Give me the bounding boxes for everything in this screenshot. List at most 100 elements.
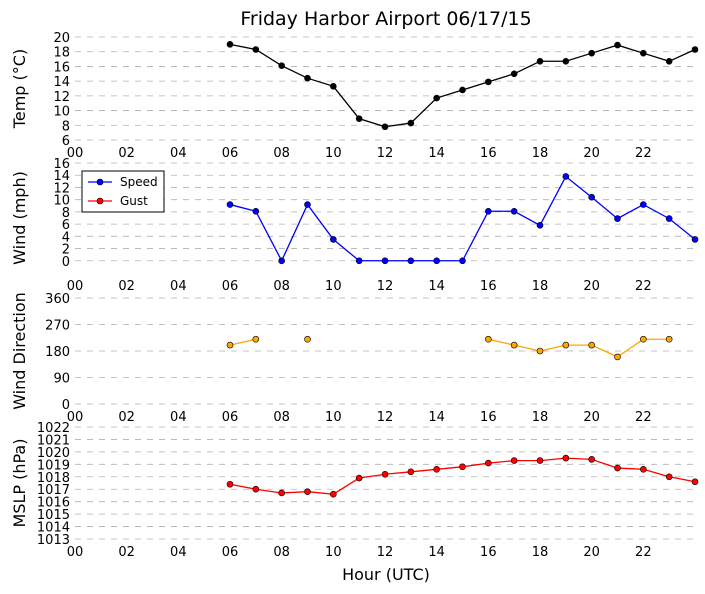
data-point	[536, 222, 544, 229]
y-tick-label: 1022	[37, 421, 70, 436]
panel-mslp: 1013101410151016101710181019102010211022…	[10, 421, 699, 560]
x-tick-label: 08	[273, 146, 290, 161]
y-tick-label: 1021	[37, 433, 70, 448]
y-tick-label: 270	[45, 319, 70, 334]
data-point	[278, 62, 285, 69]
data-point	[226, 480, 234, 488]
data-point	[536, 457, 544, 464]
y-tick-label: 12	[53, 181, 70, 196]
y-tick-label: 1016	[37, 496, 70, 511]
x-tick-label: 10	[325, 279, 342, 294]
x-tick-label: 06	[222, 279, 239, 294]
x-tick-label: 10	[325, 410, 342, 425]
legend-swatch-marker	[96, 197, 104, 205]
x-tick-label: 06	[222, 545, 239, 560]
data-point	[407, 468, 415, 476]
y-tick-label: 90	[53, 372, 70, 387]
x-tick-label: 10	[325, 146, 342, 161]
y-tick-label: 10	[53, 105, 70, 120]
x-tick-label: 04	[170, 279, 187, 294]
x-tick-label: 14	[428, 279, 445, 294]
y-tick-label: 10	[53, 194, 70, 209]
x-tick-label: 16	[480, 545, 497, 560]
data-point	[278, 257, 285, 265]
y-tick-label: 8	[62, 119, 70, 134]
x-tick-label: 16	[480, 279, 497, 294]
x-tick-label: 22	[635, 279, 652, 294]
y-axis-label: Wind (mph)	[10, 171, 29, 265]
legend: Speed Gust	[81, 170, 165, 213]
data-point	[640, 466, 647, 473]
data-point	[433, 94, 440, 102]
x-tick-label: 08	[273, 279, 290, 294]
data-point	[226, 201, 234, 208]
y-tick-label: 1014	[37, 521, 70, 536]
data-point	[304, 488, 311, 496]
x-tick-label: 12	[377, 545, 394, 560]
legend-swatch-marker	[96, 178, 104, 186]
y-tick-label: 8	[62, 206, 70, 221]
data-point	[485, 459, 492, 467]
x-tick-label: 08	[273, 410, 290, 425]
data-point	[304, 201, 311, 208]
data-point	[640, 49, 647, 57]
x-tick-label: 06	[222, 410, 239, 425]
data-point	[562, 341, 570, 349]
x-tick-label: 04	[170, 410, 187, 425]
y-tick-label: 1019	[37, 458, 70, 473]
data-point	[381, 470, 389, 478]
x-tick-label: 16	[480, 410, 497, 425]
data-point	[691, 478, 699, 486]
data-point	[485, 335, 492, 343]
y-tick-label: 2	[62, 243, 70, 258]
y-axis-label: MSLP (hPa)	[10, 439, 29, 528]
data-point	[485, 78, 492, 86]
x-tick-label: 18	[532, 545, 549, 560]
legend-label: Speed	[120, 175, 158, 189]
x-tick-label: 22	[635, 545, 652, 560]
x-tick-label: 18	[532, 279, 549, 294]
chart-title: Friday Harbor Airport 06/17/15	[240, 8, 531, 30]
data-point	[665, 215, 673, 222]
y-tick-label: 1018	[37, 471, 70, 486]
x-tick-label: 02	[118, 146, 135, 161]
x-tick-label: 02	[118, 545, 135, 560]
y-tick-label: 20	[53, 31, 70, 46]
data-point	[355, 474, 363, 482]
data-point	[665, 57, 673, 65]
y-tick-label: 0	[62, 398, 70, 413]
data-point	[433, 257, 440, 265]
data-point	[536, 57, 544, 65]
y-tick-label: 0	[62, 255, 70, 270]
x-tick-label: 00	[67, 545, 84, 560]
series-line-direction	[229, 338, 670, 358]
data-point	[330, 236, 337, 243]
data-point	[407, 119, 415, 127]
x-tick-label: 06	[222, 146, 239, 161]
data-point	[510, 341, 518, 349]
data-point	[691, 236, 699, 243]
x-tick-label: 20	[583, 410, 600, 425]
data-point	[381, 123, 389, 131]
legend-box	[81, 170, 165, 213]
data-point	[355, 115, 363, 122]
x-tick-label: 14	[428, 410, 445, 425]
data-point	[278, 489, 285, 497]
data-point	[252, 485, 260, 493]
data-point	[562, 173, 570, 180]
y-tick-label: 180	[45, 345, 70, 360]
data-point	[588, 341, 595, 349]
y-axis-label: Wind Direction	[10, 292, 29, 410]
series-line-temp	[229, 43, 696, 128]
y-tick-label: 6	[62, 218, 70, 233]
x-tick-label: 00	[67, 410, 84, 425]
data-point	[252, 46, 260, 53]
y-tick-label: 1020	[37, 446, 70, 461]
panel-direction: 0 90 180 270 360 00 02 04 06 08 10 12 14 16 18 20 22 Wind…	[10, 292, 695, 425]
x-tick-label: 20	[583, 146, 600, 161]
data-point	[665, 473, 673, 481]
legend-label: Gust	[120, 194, 148, 208]
data-point	[614, 464, 621, 472]
